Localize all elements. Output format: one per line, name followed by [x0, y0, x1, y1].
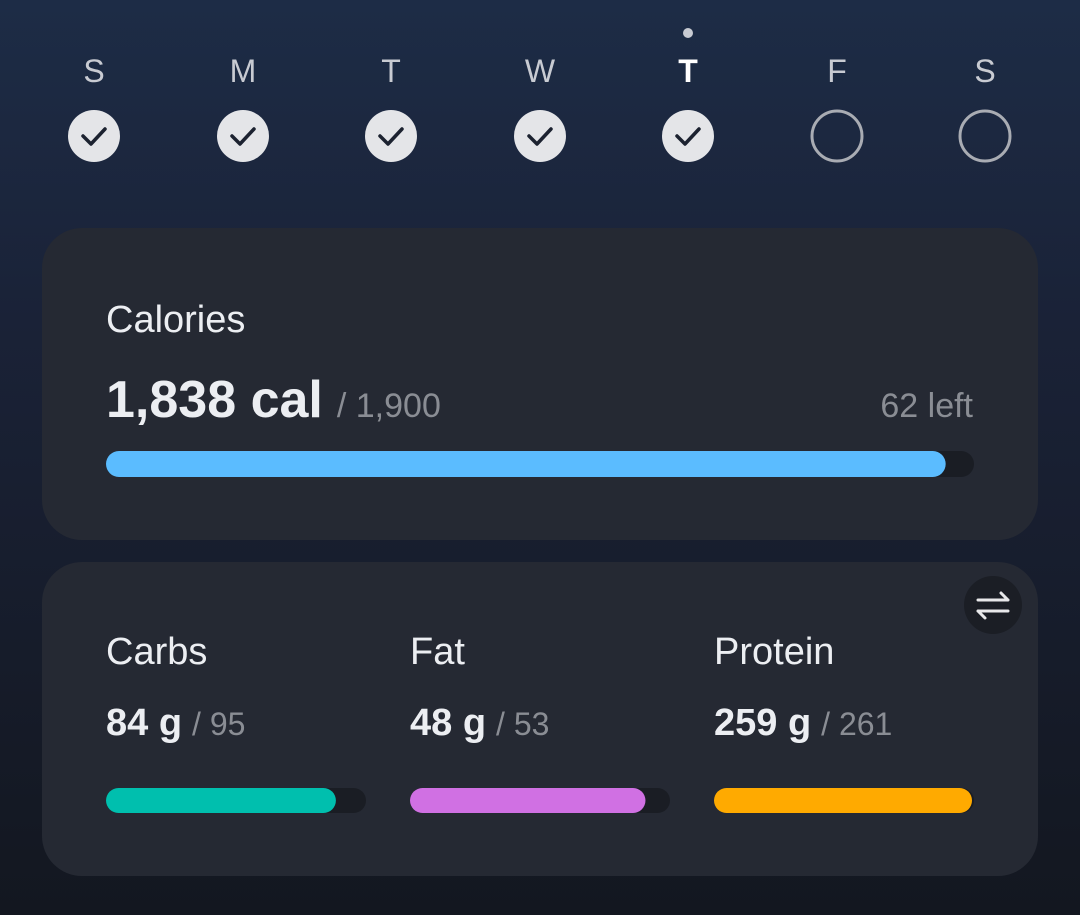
- swap-button-bg[interactable]: [964, 576, 1022, 634]
- day-check[interactable]: [365, 110, 417, 162]
- day-label[interactable]: F: [827, 53, 847, 89]
- day-label[interactable]: T: [381, 53, 401, 89]
- day-empty[interactable]: [810, 109, 864, 163]
- macro-goal: / 95: [192, 706, 245, 742]
- check-icon[interactable]: [675, 127, 701, 146]
- macro-consumed: 84 g: [106, 702, 182, 744]
- day-label[interactable]: T: [678, 53, 698, 89]
- day-label[interactable]: W: [525, 53, 556, 89]
- check-icon[interactable]: [81, 127, 107, 146]
- check-icon[interactable]: [378, 127, 404, 146]
- day-label[interactable]: S: [83, 53, 104, 89]
- macro-bar: [714, 788, 973, 813]
- macro-name: Carbs: [106, 631, 207, 673]
- calories-left: 62 left: [880, 387, 973, 425]
- today-dot: [683, 28, 693, 38]
- day-check[interactable]: [217, 110, 269, 162]
- day-check[interactable]: [662, 110, 714, 162]
- calories-goal: / 1,900: [337, 387, 441, 425]
- macro-goal: / 261: [821, 706, 892, 742]
- macro-bar: [410, 788, 646, 813]
- macro-name: Protein: [714, 631, 834, 673]
- swap-icon[interactable]: [976, 591, 1010, 620]
- check-icon[interactable]: [527, 127, 553, 146]
- day-label[interactable]: S: [974, 53, 995, 89]
- macro-consumed: 259 g: [714, 702, 811, 744]
- day-empty[interactable]: [958, 109, 1012, 163]
- calories-bar: [106, 451, 946, 477]
- day-check[interactable]: [514, 110, 566, 162]
- check-icon[interactable]: [230, 127, 256, 146]
- calories-title: Calories: [106, 299, 245, 341]
- day-check[interactable]: [68, 110, 120, 162]
- macro-goal: / 53: [496, 706, 549, 742]
- calories-consumed: 1,838 cal: [106, 371, 323, 429]
- day-label[interactable]: M: [230, 53, 257, 89]
- macro-bar: [106, 788, 336, 813]
- macro-name: Fat: [410, 631, 465, 673]
- macro-consumed: 48 g: [410, 702, 486, 744]
- swap-button[interactable]: [964, 576, 1022, 634]
